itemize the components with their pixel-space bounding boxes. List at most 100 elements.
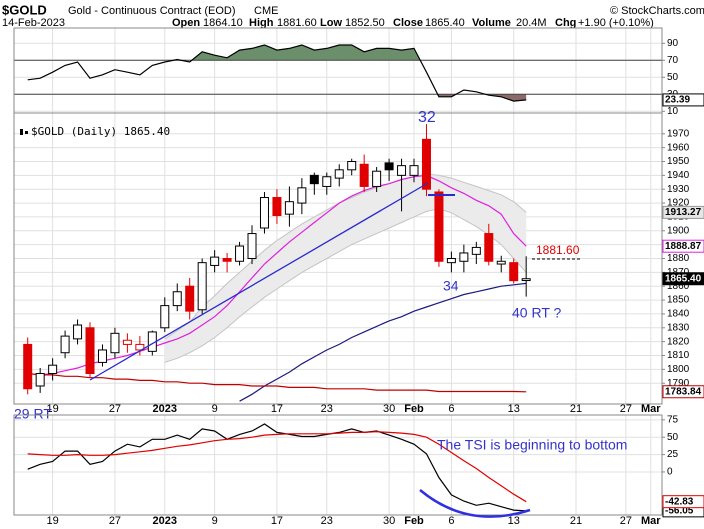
y-tick-label: 50 (667, 432, 679, 443)
quote-label: Chg (555, 17, 576, 29)
y-tick-label: 50 (667, 72, 679, 83)
x-tick-label: 17 (271, 515, 283, 527)
threshold-fill (437, 94, 527, 102)
y-tick-label: 1830 (667, 322, 690, 333)
y-tick-label: 25 (667, 449, 679, 460)
candle-body (521, 278, 531, 282)
quote-label: High (249, 17, 274, 29)
y-tick-label: 1840 (667, 309, 690, 320)
exchange: CME (254, 5, 278, 17)
y-tick-label: 1820 (667, 336, 690, 347)
value-tag (662, 385, 704, 399)
y-tick-label: 0 (667, 467, 673, 478)
legend-icon (25, 131, 28, 134)
candle-body (23, 343, 33, 390)
annotation: 32 (418, 109, 436, 126)
value-tag-label: 1783.84 (665, 386, 702, 397)
y-tick-label: 1950 (667, 156, 690, 167)
quote-value: 20.4M (516, 17, 547, 29)
x-tick-label: 9 (212, 515, 218, 527)
candle-body (197, 262, 207, 311)
x-tick-label: 27 (620, 515, 632, 527)
candle-body (309, 174, 319, 185)
bottom-arc (419, 489, 531, 518)
annotation: 1881.60 (536, 243, 580, 257)
quote-label: Close (393, 17, 423, 29)
description: Gold - Continuous Contract (EOD) (68, 5, 236, 17)
candle-body (471, 246, 481, 255)
value-tag-label: 1865.40 (665, 273, 702, 284)
candle-body (384, 162, 394, 171)
candle-body (97, 349, 107, 363)
x-tick-label: 13 (508, 403, 520, 415)
x-tick-label: 30 (383, 515, 395, 527)
x-tick-label: 27 (620, 403, 632, 415)
candle-body (247, 233, 257, 260)
x-tick-label: Feb (404, 515, 424, 527)
panel (14, 415, 662, 515)
candle-body (85, 327, 95, 375)
x-tick-label: Feb (404, 403, 424, 415)
symbol: $GOLD (2, 2, 47, 17)
y-tick-label: 1970 (667, 128, 690, 139)
date: 14-Feb-2023 (2, 17, 65, 29)
panel (14, 28, 662, 113)
candle-body (347, 161, 357, 171)
y-tick-label: 1850 (667, 295, 690, 306)
value-tag (662, 239, 704, 253)
candle-body (185, 285, 195, 312)
candle-body (60, 335, 70, 354)
x-tick-label: 6 (448, 403, 454, 415)
y-tick-label: 1920 (667, 198, 690, 209)
candle-body (110, 332, 120, 354)
panel-frame (13, 112, 663, 405)
candle-body (397, 165, 407, 176)
legend: $GOLD (Daily) 1865.40 (31, 125, 170, 138)
candle-body (235, 245, 245, 262)
x-tick-label: 13 (508, 515, 520, 527)
candle-body (48, 364, 58, 375)
candle-body (35, 373, 45, 387)
candle-body (484, 233, 494, 262)
quote-value: 1881.60 (277, 17, 317, 29)
legend-icon (20, 129, 23, 135)
y-tick-label: 90 (667, 38, 679, 49)
trend-line (89, 182, 429, 381)
plot-layer: 1030507090192720239172330Feb6132127Mar17… (13, 27, 704, 527)
x-tick-label: 30 (383, 403, 395, 415)
candle-body (284, 201, 294, 215)
candle-body (509, 262, 519, 282)
value-tag-label: 1888.87 (665, 241, 702, 252)
candle-body (73, 324, 83, 340)
x-tick-label: 2023 (153, 403, 177, 415)
x-tick-label: Mar (641, 515, 661, 527)
candle-body (122, 339, 132, 345)
candle-body (409, 165, 419, 176)
value-tag (662, 272, 704, 286)
quote-value: 1864.10 (203, 17, 243, 29)
moving-average (27, 372, 527, 393)
quote-value: 1865.40 (425, 17, 465, 29)
copyright: © StockCharts.com (610, 5, 704, 17)
candle-body (160, 305, 170, 329)
series-line (27, 431, 527, 503)
band-lower (164, 208, 527, 363)
candle-body (259, 197, 269, 229)
quote-label: Open (172, 17, 200, 29)
series-line (27, 44, 527, 102)
quote-label: Volume (472, 17, 511, 29)
candle-body (222, 258, 232, 262)
moving-average (239, 282, 527, 402)
candle-body (210, 256, 220, 266)
candle-body (372, 170, 382, 187)
x-tick-label: 6 (448, 515, 454, 527)
y-tick-label: 70 (667, 55, 679, 66)
y-tick-label: 1930 (667, 184, 690, 195)
annotation: 29 RT (14, 406, 52, 422)
value-tag (662, 205, 704, 219)
y-tick-label: 1960 (667, 142, 690, 153)
quote-value: 1852.50 (345, 17, 385, 29)
candle-body (496, 260, 506, 265)
value-tag-label: -56.05 (665, 506, 694, 517)
y-tick-label: 75 (667, 415, 679, 426)
